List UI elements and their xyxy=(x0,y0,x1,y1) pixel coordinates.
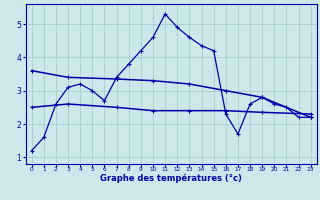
X-axis label: Graphe des températures (°c): Graphe des températures (°c) xyxy=(100,174,242,183)
